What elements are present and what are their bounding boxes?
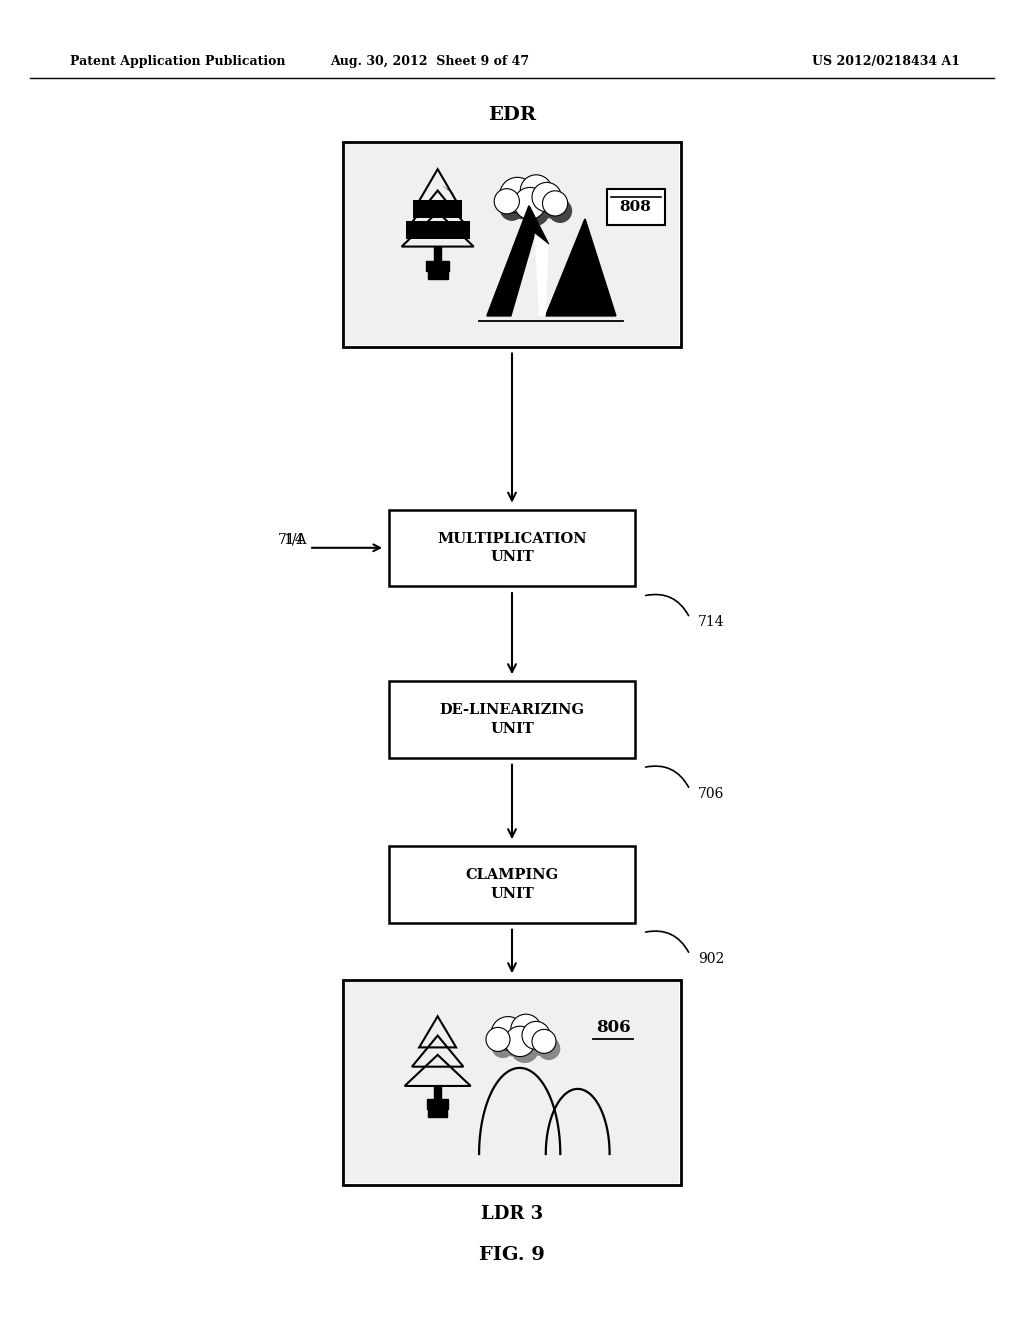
Circle shape [532,182,561,211]
Circle shape [514,187,546,219]
Circle shape [500,177,535,213]
Text: 808: 808 [620,199,651,214]
Text: Aug. 30, 2012  Sheet 9 of 47: Aug. 30, 2012 Sheet 9 of 47 [331,55,529,69]
Bar [434,247,441,260]
Polygon shape [546,219,615,315]
Text: 714: 714 [698,615,725,630]
Circle shape [549,199,571,222]
Circle shape [501,198,523,220]
Text: 902: 902 [698,952,724,966]
Circle shape [538,1038,559,1060]
Bar [345,982,679,1183]
Text: FIG. 9: FIG. 9 [479,1246,545,1265]
Polygon shape [444,227,470,238]
Bar [606,189,665,224]
Circle shape [492,1036,514,1057]
Text: 714: 714 [278,533,304,546]
Bar [343,979,681,1184]
Bar [389,681,635,758]
Polygon shape [414,199,462,218]
Circle shape [520,174,552,207]
Bar [345,144,679,345]
Bar [389,846,635,923]
Text: Patent Application Publication: Patent Application Publication [70,55,286,69]
Circle shape [543,191,567,216]
Bar [427,1098,449,1109]
Circle shape [517,1023,545,1051]
Polygon shape [487,206,549,315]
Circle shape [492,1016,524,1051]
Bar [428,271,447,279]
Bar [428,1109,446,1117]
Bar [343,143,681,347]
Text: 806: 806 [596,1019,631,1036]
Circle shape [511,1035,539,1063]
Text: US 2012/0218434 A1: US 2012/0218434 A1 [812,55,961,69]
Bar [434,1086,441,1098]
Polygon shape [535,234,549,315]
Circle shape [528,1030,553,1055]
Circle shape [520,197,549,226]
Circle shape [522,1022,550,1049]
Polygon shape [406,222,470,239]
Text: 706: 706 [698,787,724,801]
Text: 1/A: 1/A [284,533,307,546]
Text: LDR 3: LDR 3 [481,1205,543,1222]
Circle shape [539,191,565,218]
Bar [426,260,450,271]
Circle shape [511,1014,542,1044]
Text: DE-LINEARIZING
UNIT: DE-LINEARIZING UNIT [439,704,585,735]
Polygon shape [443,206,463,216]
Polygon shape [441,185,456,195]
Bar [389,510,635,586]
Circle shape [495,189,519,214]
Text: CLAMPING
UNIT: CLAMPING UNIT [466,869,558,900]
Text: MULTIPLICATION
UNIT: MULTIPLICATION UNIT [437,532,587,564]
Circle shape [532,1030,556,1053]
Circle shape [486,1027,510,1052]
Circle shape [498,1026,528,1056]
Circle shape [507,186,539,218]
Text: EDR: EDR [488,106,536,124]
Circle shape [527,183,556,213]
Circle shape [505,1026,536,1056]
